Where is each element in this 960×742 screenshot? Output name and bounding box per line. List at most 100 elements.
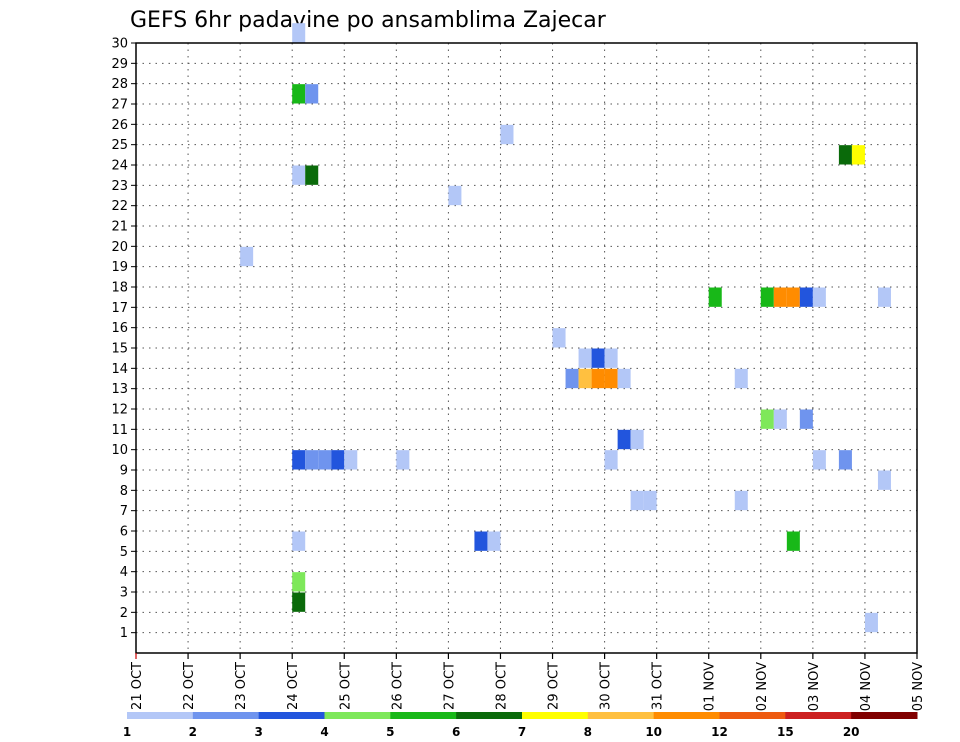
colorbar-label: 1 [123, 725, 131, 739]
x-tick-label: 26 OCT [390, 662, 405, 710]
heatmap-cell [799, 409, 813, 429]
colorbar-label: 8 [584, 725, 592, 739]
colorbar-segment [719, 712, 786, 719]
x-tick-label: 01 NOV [703, 662, 718, 711]
heatmap-cell [630, 490, 644, 511]
x-tick-label: 28 OCT [494, 662, 509, 710]
heatmap-cell [786, 531, 800, 551]
heatmap-cell [396, 450, 410, 470]
y-tick-label: 12 [111, 403, 128, 418]
colorbar: 1 2 3 4 5 6 7 8 10 12 15 20 [123, 712, 918, 739]
data-cells [240, 23, 891, 633]
heatmap-cell [591, 368, 605, 389]
heatmap-cell [318, 450, 332, 470]
y-tick-label: 19 [111, 260, 128, 275]
colorbar-segment [587, 712, 655, 719]
heatmap-cell [305, 165, 319, 185]
y-tick-label: 29 [111, 57, 128, 72]
heatmap-cell [292, 531, 306, 551]
colorbar-segment [127, 712, 194, 719]
y-tick-label: 24 [111, 159, 128, 174]
heatmap-cell [617, 429, 631, 450]
x-tick-label: 29 OCT [547, 662, 562, 710]
heatmap-cell [292, 23, 306, 43]
x-tick-label: 02 NOV [755, 662, 770, 711]
heatmap-cell [812, 450, 826, 470]
heatmap-cell [799, 287, 813, 307]
y-tick-label: 27 [111, 98, 128, 113]
heatmap-cell [604, 368, 618, 389]
x-tick-label: 03 NOV [807, 662, 822, 711]
heatmap-cell [331, 450, 345, 470]
heatmap-cell [643, 490, 657, 511]
colorbar-label: 5 [386, 725, 394, 739]
x-axis-ticks: 21 OCT 22 OCT 23 OCT 24 OCT 25 OCT 26 OCT 27 O… [130, 653, 926, 711]
y-tick-label: 17 [111, 301, 128, 316]
x-tick-label: 23 OCT [234, 662, 249, 710]
x-tick-label: 30 OCT [599, 662, 614, 710]
colorbar-segment [456, 712, 523, 719]
heatmap-cell [838, 450, 852, 470]
y-tick-label: 22 [111, 199, 128, 214]
colorbar-segment [390, 712, 457, 719]
colorbar-label: 3 [254, 725, 262, 739]
y-tick-label: 28 [111, 77, 128, 92]
y-axis-ticks: 1234567891011121314151617181920212223242… [111, 37, 136, 641]
colorbar-segment [522, 712, 589, 719]
colorbar-segment [324, 712, 391, 719]
heatmap-cell [734, 490, 748, 511]
chart-title: GEFS 6hr padavine po ansamblima Zajecar [130, 8, 607, 33]
colorbar-label: 20 [843, 725, 860, 739]
heatmap-cell [812, 287, 826, 307]
colorbar-label: 15 [777, 725, 794, 739]
y-tick-label: 5 [120, 545, 128, 560]
heatmap-cell [591, 348, 605, 368]
grid-lines [136, 42, 917, 653]
y-tick-label: 20 [111, 240, 128, 255]
heatmap-cell [292, 592, 306, 612]
heatmap-cell [604, 450, 618, 470]
y-tick-label: 23 [111, 179, 128, 194]
heatmap-cell [578, 348, 592, 368]
x-tick-label: 27 OCT [442, 662, 457, 710]
heatmap-cell [487, 531, 501, 551]
heatmap-cell [760, 409, 774, 429]
heatmap-cell [292, 84, 306, 104]
x-tick-label: 25 OCT [338, 662, 353, 710]
colorbar-segment [258, 712, 325, 719]
y-tick-label: 10 [111, 443, 128, 458]
y-tick-label: 26 [111, 118, 128, 133]
x-tick-label: 22 OCT [182, 662, 197, 710]
heatmap-cell [864, 612, 878, 633]
y-tick-label: 3 [120, 586, 128, 601]
heatmap-cell [565, 368, 579, 389]
y-tick-label: 18 [111, 281, 128, 296]
heatmap-cell [877, 287, 891, 307]
colorbar-label: 6 [452, 725, 460, 739]
heatmap-cell [604, 348, 618, 368]
x-tick-label: 05 NOV [911, 662, 926, 711]
y-tick-label: 9 [120, 464, 128, 479]
heatmap-cell [786, 287, 800, 307]
heatmap-cell [630, 429, 644, 450]
heatmap-cell [292, 450, 306, 470]
heatmap-cell [292, 572, 306, 592]
heatmap-cell [552, 328, 566, 348]
heatmap-cell [448, 185, 462, 206]
y-tick-label: 2 [120, 606, 128, 621]
y-tick-label: 13 [111, 382, 128, 397]
heatmap-cell [877, 470, 891, 490]
heatmap-cell [760, 287, 774, 307]
x-tick-label: 21 OCT [130, 662, 145, 710]
heatmap-cell [305, 450, 319, 470]
y-tick-label: 4 [120, 565, 128, 580]
colorbar-segment [653, 712, 720, 719]
y-tick-label: 1 [120, 626, 128, 641]
colorbar-segment [851, 712, 918, 719]
heatmap-cell [578, 368, 592, 389]
heatmap-cell [773, 287, 787, 307]
heatmap-cell [734, 368, 748, 389]
y-tick-label: 7 [120, 504, 128, 519]
y-tick-label: 25 [111, 138, 128, 153]
heatmap-cell [344, 450, 358, 470]
